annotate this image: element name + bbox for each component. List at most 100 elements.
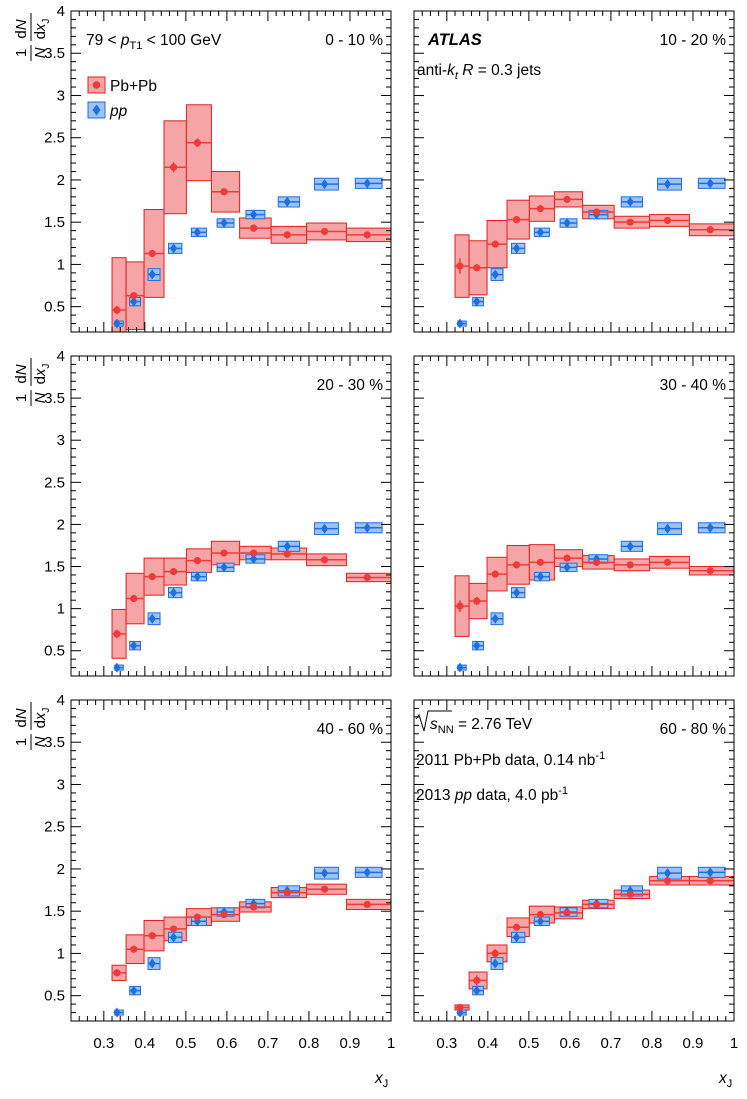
pp-point [536,227,544,238]
pbpb-point [320,556,329,564]
pbpb-point [626,561,634,569]
svg-text:2013 pp data, 4.0 pb-1: 2013 pp data, 4.0 pb-1 [416,785,568,804]
pbpb-point [563,195,571,203]
pbpb-point [456,1003,464,1012]
pp-point [626,541,634,552]
pbpb-point [249,903,258,911]
centrality-label: 20 - 30 % [317,377,384,394]
pbpb-point [363,900,371,909]
svg-text:dN: dN [13,19,30,38]
svg-text:xJ: xJ [374,1070,388,1090]
y-tick-label: 1 [57,256,65,273]
pbpb-point [249,224,258,232]
pbpb-point [363,231,371,239]
pbpb-point [249,549,258,557]
svg-text:N: N [32,47,49,58]
pp-point [148,958,156,969]
y-tick-label: 2 [57,516,65,533]
pp-point [283,541,291,552]
pp-point [283,196,291,207]
pp-point [663,179,672,190]
pp-point [363,867,371,878]
legend-pp-label: pp [109,103,128,120]
pbpb-point [148,573,156,581]
pp-point [626,196,634,207]
pbpb-point [456,602,464,610]
y-tick-label: 0.5 [44,988,65,1005]
pbpb-point [220,549,228,557]
pp-point [249,553,258,564]
pbpb-point [512,561,521,569]
x-tick-label: 1 [730,1035,738,1052]
svg-text:dxJ: dxJ [32,364,52,385]
y-tick-label: 2.5 [44,474,65,491]
pp-point [491,613,499,624]
svg-text:dxJ: dxJ [32,19,52,40]
pbpb-point [113,306,121,314]
pp-point [130,640,138,651]
pbpb-point [473,264,481,272]
pbpb-point [512,923,521,931]
pbpb-point [536,910,544,919]
y-tick-label: 3 [57,776,65,793]
pp-point [169,587,178,598]
pbpb-point [706,567,714,575]
pp-point [473,985,481,996]
pp-point [456,662,464,673]
y-tick-label: 1.5 [44,903,65,920]
pbpb-point [563,909,571,917]
pp-point [130,985,138,996]
x-tick-label: 0.6 [216,1035,237,1052]
pp-point [148,269,156,280]
panel-frame [413,699,735,1022]
pp-point [249,209,258,220]
pbpb-point [626,218,634,226]
pbpb-point [169,567,178,576]
pp-point [491,269,499,280]
centrality-label: 30 - 40 % [660,377,727,394]
pp-point [456,318,464,329]
y-tick-label: 1 [57,945,65,962]
y-tick-label: 1.5 [44,214,65,231]
pbpb-point [473,597,481,605]
pp-point [113,1007,121,1018]
y-tick-label: 2.5 [44,130,65,147]
svg-text:sNN = 2.76 TeV: sNN = 2.76 TeV [430,716,533,736]
svg-text:2011 Pb+Pb data, 0.14 nb-1: 2011 Pb+Pb data, 0.14 nb-1 [416,750,605,769]
pbpb-point [592,208,601,216]
x-tick-label: 0.3 [93,1035,114,1052]
pbpb-point [491,570,499,578]
centrality-label: 60 - 80 % [660,721,727,738]
experiment-label: ATLAS [427,31,482,49]
pbpb-point [536,205,544,213]
y-tick-label: 0.5 [44,643,65,660]
x-tick-label: 0.8 [642,1035,663,1052]
pp-point [169,932,178,943]
pp-point [706,522,714,533]
y-tick-label: 2.5 [44,819,65,836]
y-tick-label: 3.5 [44,734,65,751]
y-tick-label: 4 [57,3,65,20]
panel-data [454,522,734,673]
pbpb-point [169,925,178,933]
sqrt-sign [415,710,452,732]
pp-point [536,571,544,582]
pp-point [663,523,672,534]
pp-point [169,243,178,254]
pbpb-point [283,889,291,897]
centrality-label: 40 - 60 % [317,721,384,738]
panel-data [454,177,734,329]
pp-point [512,587,521,598]
svg-text:dN: dN [13,708,30,727]
svg-text:N: N [32,736,49,747]
pbpb-point [706,226,714,234]
pbpb-point [563,554,571,562]
pp-point [113,318,121,329]
pbpb-point [130,945,138,953]
svg-text:xJ: xJ [718,1070,732,1090]
pbpb-point [169,163,178,171]
x-tick-label: 0.5 [175,1035,196,1052]
kinematic-label: 79 < pT1 < 100 GeV [86,32,222,52]
y-tick-label: 3 [57,432,65,449]
